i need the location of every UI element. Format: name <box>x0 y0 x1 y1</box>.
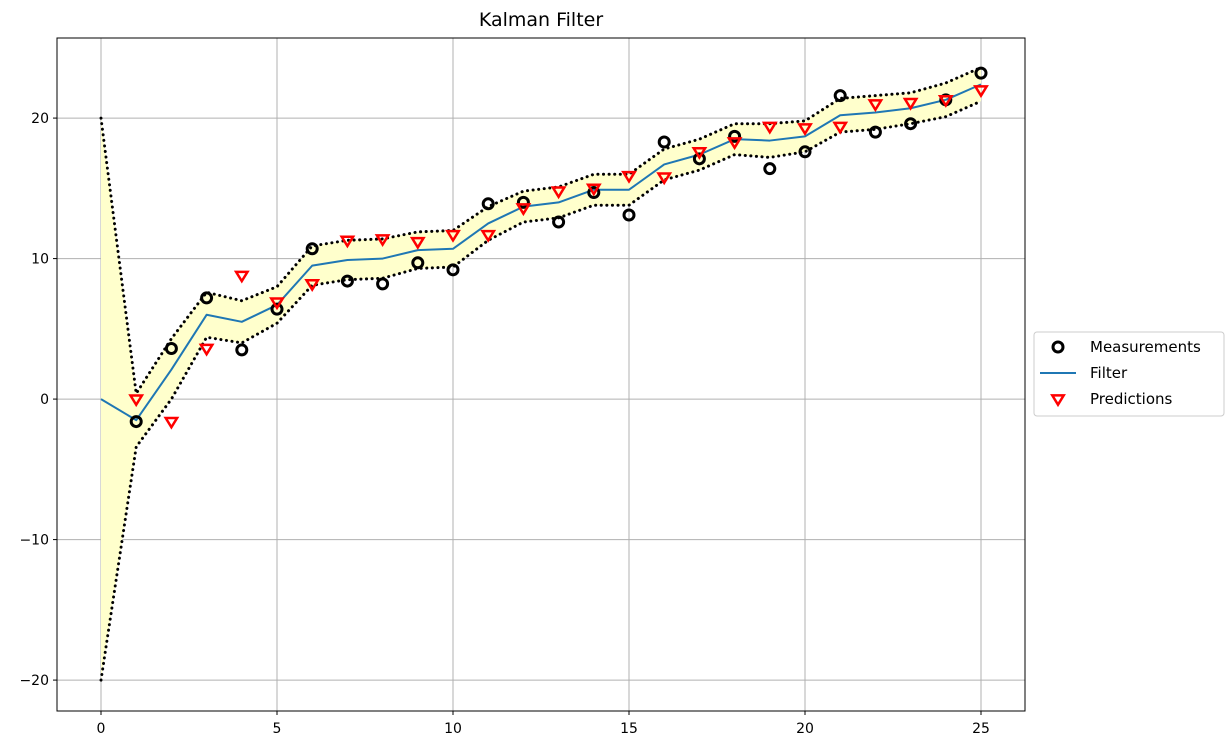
prediction-point <box>832 121 849 135</box>
measurement-point <box>692 152 706 166</box>
measurement-point <box>411 256 425 270</box>
measurement-point <box>516 195 530 209</box>
chart-title: Kalman Filter <box>479 9 604 31</box>
prediction-point <box>973 85 989 99</box>
measurement-point <box>164 342 178 356</box>
legend-measurements-marker <box>1051 340 1065 354</box>
measurement-point <box>270 302 284 316</box>
measurement-point <box>728 129 742 143</box>
prediction-point <box>409 236 426 250</box>
prediction-point <box>621 170 637 184</box>
x-tick-label: 0 <box>97 721 106 737</box>
legend-label: Measurements <box>1090 338 1201 356</box>
y-tick-label: −10 <box>19 533 49 549</box>
measurement-point <box>798 145 812 159</box>
x-tick-label: 25 <box>972 721 990 737</box>
prediction-point <box>691 146 708 160</box>
measurement-point <box>235 343 249 357</box>
prediction-point <box>515 203 532 217</box>
prediction-point <box>480 229 497 243</box>
prediction-point <box>797 123 813 137</box>
prediction-point <box>585 183 602 197</box>
measurement-point <box>657 135 671 149</box>
measurement-point <box>868 125 882 139</box>
prediction-point <box>902 97 919 111</box>
x-tick-label: 15 <box>620 721 638 737</box>
x-tick-label: 10 <box>444 721 462 737</box>
prediction-point <box>339 235 356 249</box>
measurement-point <box>587 186 601 200</box>
measurement-point <box>305 242 319 256</box>
prediction-point <box>198 343 215 357</box>
x-tick-label: 5 <box>273 721 282 737</box>
prediction-point <box>761 121 778 135</box>
band-upper-line <box>99 66 983 398</box>
filter-line <box>100 83 982 422</box>
y-tick-label: 20 <box>31 111 49 127</box>
y-tick-label: 10 <box>31 252 49 268</box>
x-tick-label: 20 <box>796 721 814 737</box>
band-lower-line <box>99 99 983 682</box>
prediction-point <box>269 297 285 311</box>
prediction-point <box>128 394 145 408</box>
x-axis: 0 5 10 15 20 25 <box>97 711 990 737</box>
prediction-point <box>304 279 321 292</box>
measurement-point <box>340 274 354 288</box>
measurement-point <box>833 89 847 103</box>
measurement-point <box>552 215 566 229</box>
y-tick-label: 0 <box>40 392 49 408</box>
measurement-point <box>376 277 390 291</box>
measurement-point <box>200 291 214 305</box>
band-fill <box>101 67 981 681</box>
measurement-point <box>622 208 636 222</box>
y-tick-label: −20 <box>19 673 49 689</box>
measurement-point <box>446 263 460 277</box>
legend-predictions-marker <box>1050 394 1066 408</box>
measurement-point <box>763 162 777 176</box>
prediction-point <box>374 234 391 248</box>
measurement-point <box>481 197 495 211</box>
prediction-point <box>937 94 954 108</box>
measurement-point <box>129 415 143 429</box>
prediction-point <box>163 416 180 430</box>
prediction-point <box>233 270 250 284</box>
prediction-point <box>726 137 743 151</box>
plot-frame <box>56 37 1026 712</box>
prediction-point <box>867 99 884 113</box>
grid-lines <box>57 38 1025 711</box>
y-axis: −20 −10 0 10 20 <box>19 111 57 689</box>
measurement-point <box>904 117 918 131</box>
legend-label: Predictions <box>1090 390 1173 408</box>
legend-label: Filter <box>1090 364 1128 382</box>
prediction-point <box>656 172 673 186</box>
legend-box <box>1033 331 1225 417</box>
prediction-point <box>445 229 461 243</box>
measurement-point <box>974 66 988 80</box>
prediction-point <box>550 186 567 200</box>
plot-series <box>100 66 989 430</box>
uncertainty-band <box>99 66 983 682</box>
legend: Measurements Filter Predictions <box>1033 331 1225 417</box>
